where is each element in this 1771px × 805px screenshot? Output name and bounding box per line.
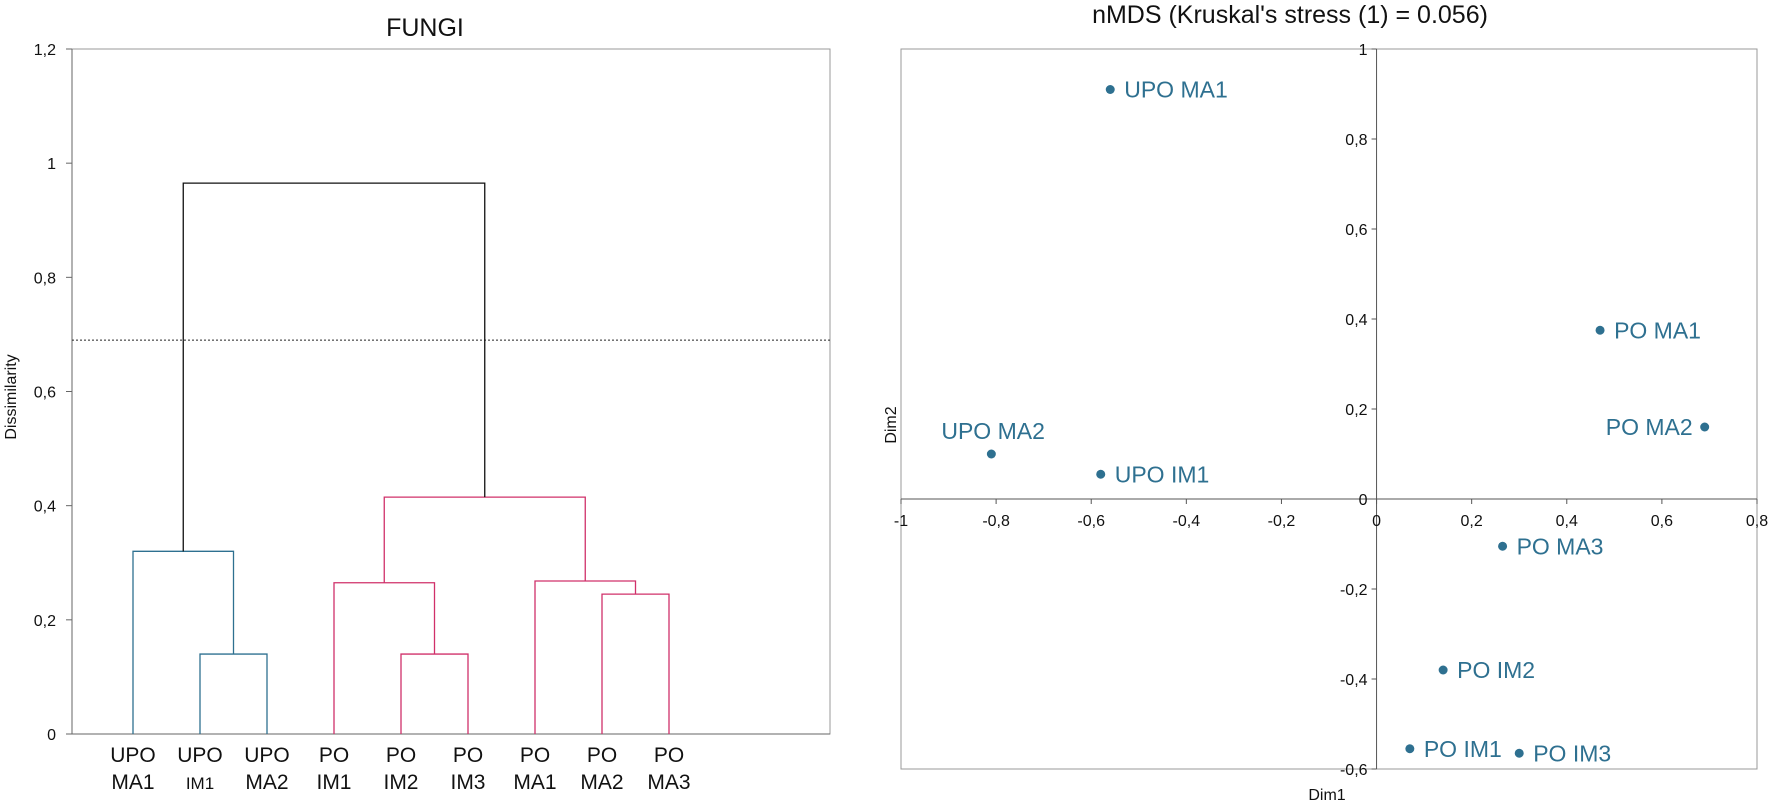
dendrogram-panel: FUNGI 0 0,2 0,4 0,6 0,8 1 1,2 Dissimilarity UP…: [3, 14, 831, 794]
dendrogram-link-6: [383, 496, 586, 583]
nmds-point: [1105, 85, 1115, 94]
dendrogram-link-3: [333, 582, 436, 734]
nmds-panel: nMDS (Kruskal's stress (1) = 0.056) -1 -0…: [883, 1, 1768, 804]
leaf-label-line2: IM1: [186, 774, 214, 793]
dendrogram-link-4: [601, 593, 670, 734]
nmds-y-ticks: -0,6 -0,4 -0,2 0 0,2 0,4 0,6 0,8 1: [1340, 42, 1377, 779]
nmds-y-tick-label: 0,4: [1345, 312, 1367, 329]
leaf-label-line1: PO: [453, 744, 483, 767]
dendrogram-link-1: [132, 550, 235, 734]
dendrogram-y-tick-label: 1,2: [34, 42, 56, 59]
nmds-y-tick-label: 1: [1359, 42, 1368, 59]
nmds-point-label: PO IM1: [1424, 736, 1502, 762]
nmds-y-tick-label: 0,2: [1345, 402, 1367, 419]
leaf-label-line1: PO: [386, 744, 416, 767]
dendrogram-title: FUNGI: [386, 14, 464, 42]
dendrogram-leaf-labels: UPO MA1 UPO IM1 UPO MA2 PO IM1 PO IM2 PO IM3 PO MA1 PO…: [110, 744, 690, 794]
nmds-y-tick-label: -0,6: [1340, 762, 1368, 779]
dendrogram-y-ticks: 0 0,2 0,4 0,6 0,8 1 1,2: [34, 42, 72, 744]
dendrogram-y-tick-label: 0,8: [34, 270, 56, 287]
nmds-x-tick-label: 0,6: [1651, 513, 1673, 530]
nmds-y-tick-label: -0,2: [1340, 582, 1368, 599]
nmds-title: nMDS (Kruskal's stress (1) = 0.056): [1092, 1, 1488, 29]
nmds-point: [986, 449, 996, 459]
dendrogram-link-2: [400, 653, 469, 734]
leaf-label-line1: PO: [520, 744, 550, 767]
leaf-label-line1: UPO: [110, 744, 156, 767]
dendrogram-link-7: [182, 182, 486, 552]
dendrogram-y-tick-label: 0,4: [34, 499, 56, 516]
nmds-x-ticks: -1 -0,8 -0,6 -0,4 -0,2 0 0,2 0,4 0,6 0,8: [894, 499, 1768, 530]
nmds-point: [1595, 325, 1605, 335]
leaf-label-line2: IM1: [316, 771, 351, 794]
dendrogram-y-tick-label: 0,2: [34, 613, 56, 630]
nmds-plot-frame: [900, 48, 1758, 770]
nmds-point-label: UPO MA1: [1124, 77, 1228, 103]
dendrogram-plot-frame: [71, 48, 831, 735]
leaf-label-line1: PO: [319, 744, 349, 767]
nmds-y-tick-label: -0,4: [1340, 672, 1368, 689]
nmds-y-tick-label: 0,6: [1345, 222, 1367, 239]
nmds-point-label: PO MA1: [1614, 317, 1701, 343]
nmds-point: [1096, 469, 1106, 479]
leaf-label-line2: IM3: [450, 771, 485, 794]
nmds-x-tick-label: -0,6: [1077, 513, 1105, 530]
leaf-label-line1: PO: [654, 744, 684, 767]
nmds-x-tick-label: -1: [894, 513, 908, 530]
nmds-point: [1498, 541, 1508, 551]
leaf-label-line1: UPO: [244, 744, 290, 767]
leaf-label-line2: MA1: [111, 771, 154, 794]
nmds-point-label: PO MA3: [1517, 533, 1604, 559]
nmds-x-tick-label: -0,8: [982, 513, 1010, 530]
leaf-label-line1: UPO: [177, 744, 223, 767]
dendrogram-link-5: [534, 580, 637, 734]
nmds-x-tick-label: -0,4: [1173, 513, 1201, 530]
nmds-point-label: PO MA2: [1606, 414, 1693, 440]
nmds-y-axis-label: Dim2: [883, 406, 900, 443]
leaf-label-line2: MA2: [245, 771, 288, 794]
dendrogram-links: [132, 182, 670, 734]
nmds-x-tick-label: 0,4: [1556, 513, 1578, 530]
nmds-point-label: PO IM3: [1533, 740, 1611, 766]
nmds-point: [1700, 422, 1710, 432]
nmds-y-tick-label: 0,8: [1345, 132, 1367, 149]
nmds-x-tick-label: -0,2: [1268, 513, 1296, 530]
nmds-x-tick-label: 0,2: [1461, 513, 1483, 530]
nmds-x-tick-label: 0: [1372, 513, 1381, 530]
nmds-y-tick-label: 0: [1359, 492, 1368, 509]
dendrogram-link-0: [199, 653, 268, 734]
nmds-points: UPO MA1 UPO MA2 UPO IM1 PO MA1 PO MA2 PO MA3 P…: [941, 77, 1710, 766]
leaf-label-line2: MA2: [580, 771, 623, 794]
nmds-point: [1405, 744, 1415, 754]
nmds-point-label: UPO IM1: [1115, 461, 1210, 487]
nmds-point: [1438, 665, 1448, 675]
nmds-point-label: PO IM2: [1457, 657, 1535, 683]
dendrogram-y-tick-label: 0,6: [34, 385, 56, 402]
nmds-point-label: UPO MA2: [941, 418, 1045, 444]
leaf-label-line2: IM2: [383, 771, 418, 794]
leaf-label-line2: MA1: [513, 771, 556, 794]
nmds-point: [1514, 748, 1524, 758]
dendrogram-y-tick-label: 0: [47, 727, 56, 744]
dendrogram-y-tick-label: 1: [47, 156, 56, 173]
leaf-label-line2: MA3: [647, 771, 690, 794]
leaf-label-line1: PO: [587, 744, 617, 767]
nmds-x-axis-label: Dim1: [1308, 787, 1345, 804]
nmds-x-tick-label: 0,8: [1746, 513, 1768, 530]
dendrogram-y-axis-label: Dissimilarity: [3, 354, 20, 439]
